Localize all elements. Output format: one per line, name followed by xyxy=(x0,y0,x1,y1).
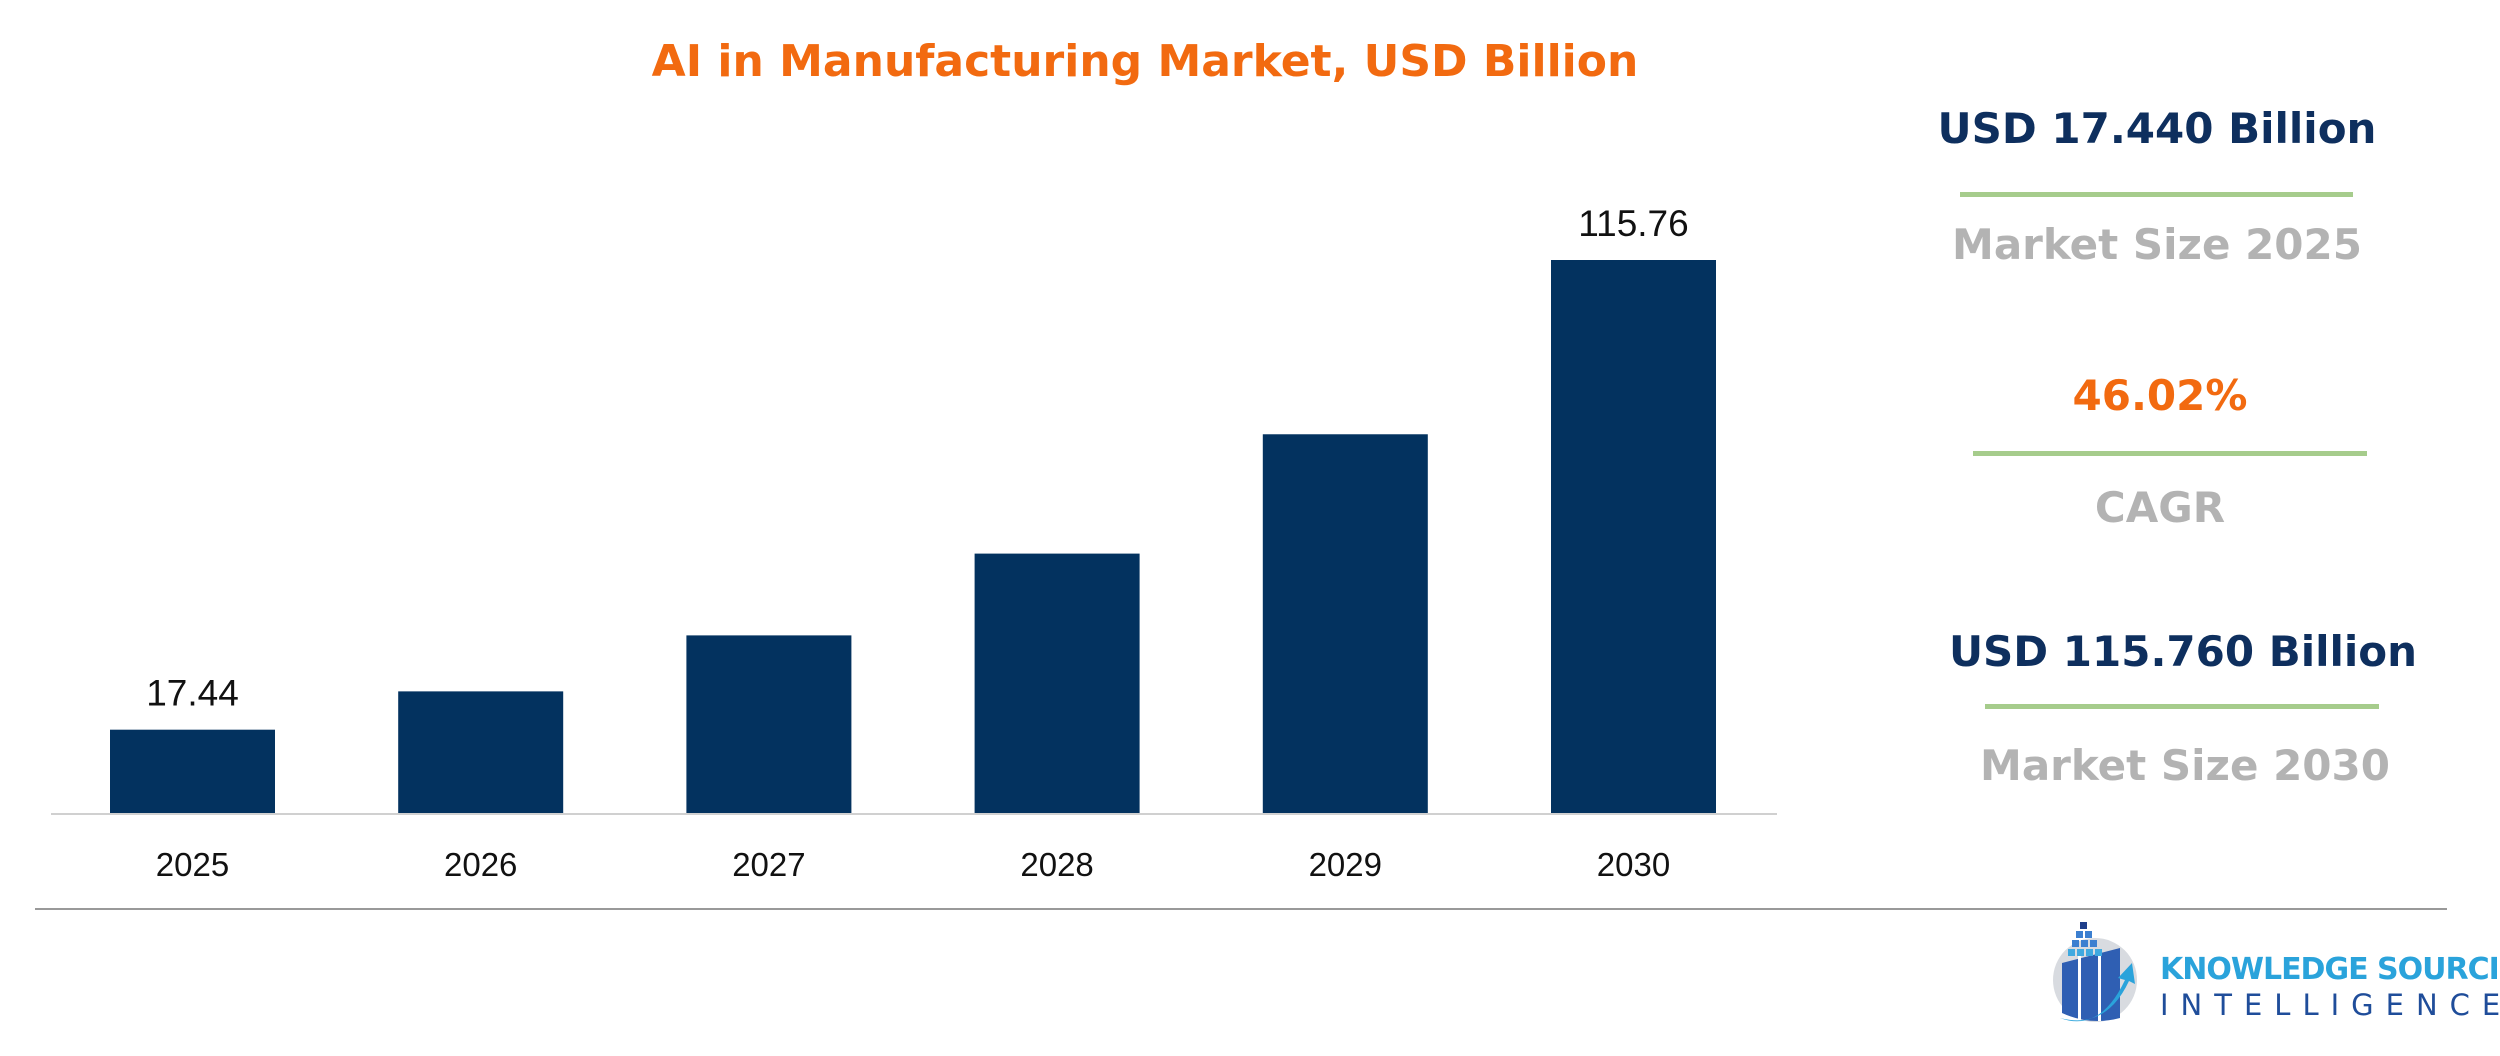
bar-chart: 2025 17.44 2026 2027 2028 2029 2030 115.76 xyxy=(51,203,1777,883)
x-tick-label: 2026 xyxy=(444,846,517,883)
data-label: 115.76 xyxy=(1578,203,1688,244)
logo-emblem-icon xyxy=(2053,922,2137,1022)
x-tick-label: 2028 xyxy=(1020,846,1093,883)
bar-2028 xyxy=(974,553,1140,813)
separator-line xyxy=(1985,704,2379,709)
chart-title: AI in Manufacturing Market, USD Billion xyxy=(651,36,1639,87)
market-size-2030-value: USD 115.760 Billion xyxy=(1948,627,2418,676)
x-tick-label: 2030 xyxy=(1597,846,1670,883)
market-size-2025-value: USD 17.440 Billion xyxy=(1937,104,2377,153)
company-logo: KNOWLEDGE SOURCING INTELLIGENCE xyxy=(2040,918,2500,1028)
logo-text-line1: KNOWLEDGE SOURCING xyxy=(2160,952,2500,987)
x-tick-label: 2027 xyxy=(732,846,805,883)
logo-text-line2: INTELLIGENCE xyxy=(2160,988,2500,1022)
x-tick-label: 2029 xyxy=(1309,846,1382,883)
separator-line xyxy=(1973,451,2367,456)
bar-2025 xyxy=(110,729,275,813)
bar-2027 xyxy=(686,635,852,813)
bar-2030 xyxy=(1551,260,1716,813)
x-tick-label: 2025 xyxy=(156,846,229,883)
footer-divider xyxy=(35,908,2447,910)
bar-2029 xyxy=(1262,434,1428,813)
separator-line xyxy=(1960,192,2353,197)
data-label: 17.44 xyxy=(146,673,239,714)
cagr-value: 46.02% xyxy=(2072,371,2248,420)
market-size-2025-label: Market Size 2025 xyxy=(1952,220,2362,269)
market-size-2030-label: Market Size 2030 xyxy=(1980,741,2390,790)
bar-2026 xyxy=(398,691,564,813)
cagr-label: CAGR xyxy=(2094,483,2226,532)
